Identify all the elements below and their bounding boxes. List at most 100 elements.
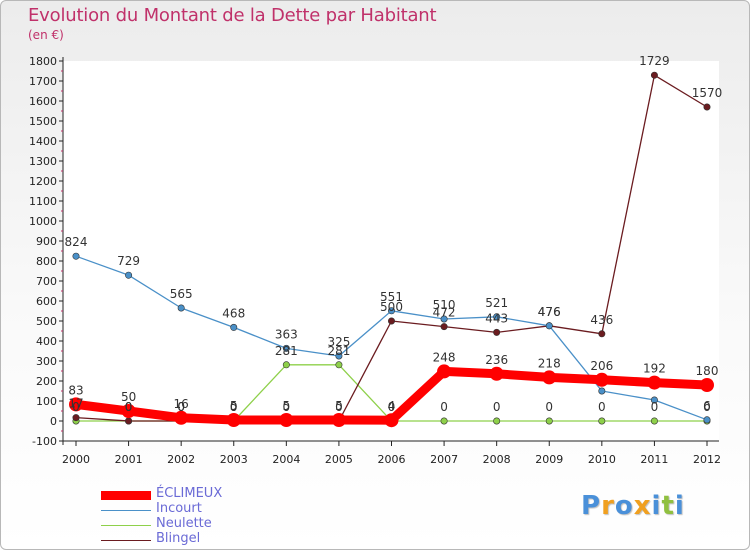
chart-title: Evolution du Montant de la Dette par Hab… [28,5,437,26]
data-point [282,361,290,369]
data-label: 50 [121,390,136,404]
data-point [493,417,501,425]
data-label: 17 [68,397,83,411]
data-label: 5 [283,399,291,413]
data-point [331,413,346,427]
data-point [594,372,609,387]
y-tick-label: 1100 [29,195,57,208]
data-label: 0 [335,400,343,414]
legend-item-series-1: Incourt [101,501,301,517]
y-tick-label: -100 [32,435,57,448]
y-tick-label: 1500 [29,115,57,128]
data-label: 0 [72,400,80,414]
data-label: 0 [703,400,711,414]
data-point [545,322,553,330]
data-label: 4 [388,399,396,413]
data-label: 83 [68,383,83,397]
data-label: 192 [643,362,666,376]
data-label: 0 [177,400,185,414]
y-tick-label: 1400 [29,135,57,148]
data-label: 180 [696,364,719,378]
x-tick-label: 2006 [378,453,406,466]
brand-letter: i [651,491,662,521]
data-point [703,416,711,424]
data-label: 472 [433,306,456,320]
data-label: 236 [485,353,508,367]
data-point [384,413,399,428]
data-label: 16 [174,397,189,411]
data-label: 476 [538,305,561,319]
x-tick-label: 2009 [535,453,563,466]
data-point [598,330,606,338]
legend-swatch-series-2 [101,524,151,526]
data-label: 476 [538,305,561,319]
x-tick-label: 2002 [167,453,195,466]
data-point [440,417,448,425]
data-point [598,417,606,425]
data-label: 443 [485,311,508,325]
y-tick-label: 1200 [29,175,57,188]
data-point [125,417,133,425]
y-tick-label: 500 [36,315,57,328]
data-point [598,387,606,395]
legend-item-series-3: Blingel [101,531,301,547]
data-point [387,317,395,325]
legend-swatch-series-3 [101,539,151,541]
data-point [650,417,658,425]
data-point [437,364,452,379]
legend: ÉCLIMEUX Incourt Neulette Blingel [101,486,301,547]
legend-swatch-series-0 [101,490,151,500]
y-tick-label: 1600 [29,95,57,108]
brand-letter: t [661,491,675,521]
data-label: 5 [335,399,343,413]
y-tick-label: 1300 [29,155,57,168]
legend-label: ÉCLIMEUX [156,486,223,501]
data-point [493,328,501,336]
data-label: 521 [485,296,508,310]
brand-letter: o [614,491,634,521]
data-point [700,378,714,392]
y-tick-label: 300 [36,355,57,368]
data-point [177,304,185,312]
data-point [440,315,448,323]
data-label: 1729 [639,54,670,68]
legend-item-series-0: ÉCLIMEUX [101,486,301,502]
x-tick-label: 2003 [220,453,248,466]
data-label: 0 [440,400,448,414]
x-tick-label: 2010 [588,453,616,466]
data-label: 0 [125,400,133,414]
data-label: 824 [65,235,88,249]
data-point [387,307,395,315]
data-label: 281 [275,344,298,358]
data-point [335,352,343,360]
data-label: 0 [125,400,133,414]
x-tick-label: 2005 [325,453,353,466]
data-label: 565 [170,287,193,301]
y-tick-label: 1000 [29,215,57,228]
data-point [650,396,658,404]
data-label: 729 [117,254,140,268]
data-point [72,414,80,422]
data-label: 0 [177,400,185,414]
data-label: 218 [538,356,561,370]
data-label: 0 [493,400,501,414]
data-point [125,271,133,279]
x-tick-label: 2000 [62,453,90,466]
y-tick-label: 400 [36,335,57,348]
x-tick-label: 2011 [640,453,668,466]
data-label: 0 [388,400,396,414]
data-point [174,410,189,425]
y-tick-label: 800 [36,255,57,268]
data-label: 468 [222,306,245,320]
data-point [121,404,136,418]
y-tick-label: 100 [36,395,57,408]
data-point [647,375,662,390]
data-point [703,103,711,111]
brand-letter: r [601,491,615,521]
data-label: 206 [590,359,613,373]
data-label: 248 [433,350,456,364]
data-label: 500 [380,300,403,314]
data-point [282,344,290,352]
